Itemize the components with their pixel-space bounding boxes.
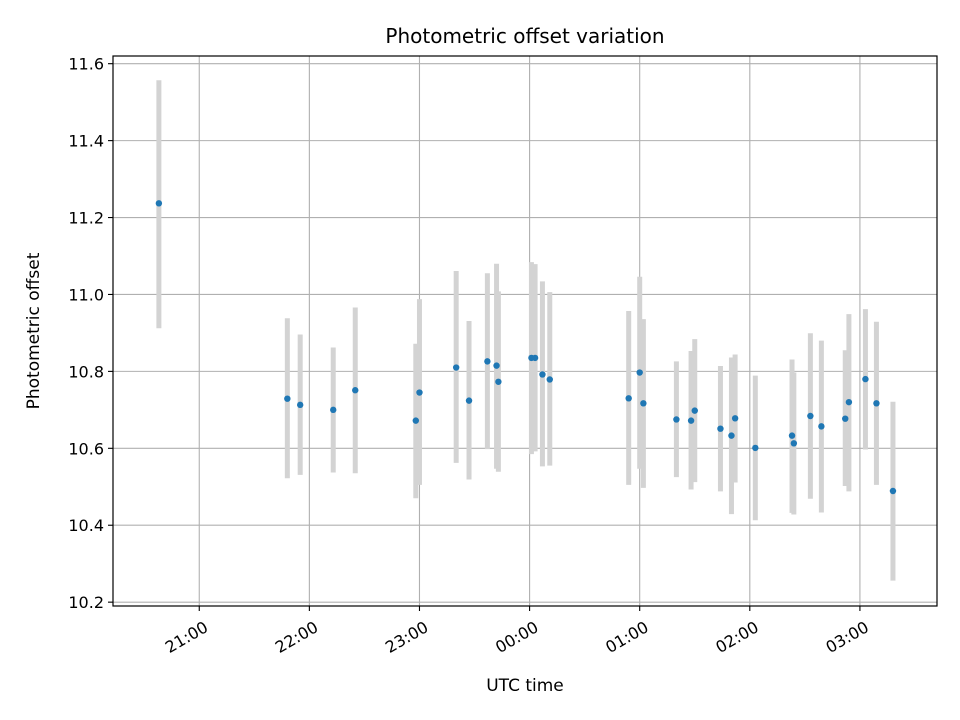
data-point: [296, 401, 304, 409]
data-point: [484, 358, 491, 365]
data-point: [284, 395, 291, 402]
chart-title: Photometric offset variation: [385, 24, 664, 48]
data-point: [546, 376, 553, 383]
data-point: [873, 400, 880, 407]
data-point: [640, 400, 647, 407]
data-point: [416, 389, 423, 396]
data-point: [807, 412, 814, 420]
data-point: [728, 432, 735, 439]
data-point: [862, 375, 869, 383]
data-point: [752, 444, 759, 452]
data-point: [625, 395, 632, 402]
y-tick-label: 10.8: [68, 362, 104, 381]
x-axis-label: UTC time: [486, 676, 564, 696]
data-point: [788, 432, 796, 439]
data-point: [412, 417, 420, 424]
data-point: [691, 407, 698, 414]
data-point: [330, 406, 337, 414]
data-points: [155, 200, 897, 495]
y-axis-label: Photometric offset: [24, 252, 44, 409]
y-tick-label: 10.6: [68, 439, 104, 458]
data-point: [731, 415, 739, 422]
data-point: [842, 415, 849, 422]
data-point: [452, 364, 460, 371]
data-point: [352, 387, 359, 394]
y-tick-label: 11.6: [68, 55, 104, 74]
y-tick-label: 10.4: [68, 516, 104, 535]
data-point: [155, 200, 163, 207]
data-point: [495, 378, 502, 385]
y-tick-label: 11.2: [68, 209, 104, 228]
data-point: [531, 354, 539, 362]
data-point: [465, 397, 473, 404]
y-tick-label: 10.2: [68, 593, 104, 612]
data-point: [493, 362, 500, 369]
data-point: [889, 487, 897, 495]
data-point: [845, 398, 853, 406]
plot-area-frame: [112, 55, 938, 607]
data-point: [539, 371, 546, 378]
data-point: [636, 369, 643, 376]
data-point: [687, 417, 695, 424]
data-point: [717, 425, 724, 432]
y-tick-label: 11.0: [68, 285, 104, 304]
y-tick-label: 11.4: [68, 132, 104, 151]
data-point: [818, 423, 825, 430]
data-point: [790, 440, 798, 447]
data-point: [673, 416, 680, 423]
